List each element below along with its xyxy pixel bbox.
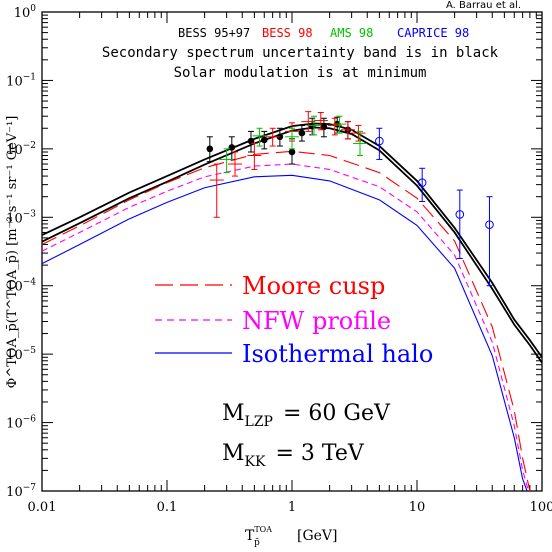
dataset-label-bess-9597: BESS 95+97: [178, 26, 250, 40]
legend-label-isothermal: Isothermal halo: [242, 340, 433, 368]
point-bess-95-97: [206, 136, 214, 163]
point-bess-95-97: [247, 130, 255, 153]
point-bess-98: [247, 142, 262, 170]
legend-label-moore: Moore cusp: [242, 272, 385, 300]
point-bess-98: [313, 111, 328, 131]
svg-text:MLZP= 60 GeV: MLZP = 60 GeV: [222, 401, 391, 430]
x-tick-label: 1: [288, 500, 296, 515]
y-tick-label: 10−2: [6, 141, 36, 158]
curve-secondary-band-1: [41, 126, 543, 364]
point-bess-98: [265, 127, 280, 147]
point-bess-95-97: [298, 124, 306, 142]
author-credit: A. Barrau et al.: [446, 0, 522, 11]
point-ams-98: [332, 115, 347, 134]
point-bess-95-97: [228, 136, 236, 160]
svg-text:[GeV]: [GeV]: [297, 528, 338, 544]
svg-text:MKK= 3 TeV: MKK = 3 TeV: [222, 441, 365, 470]
y-tick-label: 10−6: [6, 415, 36, 432]
point-caprice-98: [455, 189, 465, 259]
svg-text:p̄: p̄: [254, 538, 260, 548]
point-bess-95-97: [320, 117, 328, 138]
point-bess-98: [301, 111, 316, 132]
svg-text:TTOA: TTOA: [245, 525, 272, 544]
curve-nfw-profile: [41, 163, 530, 492]
y-tick-label: 10−4: [6, 278, 36, 295]
point-caprice-98: [485, 196, 494, 287]
y-tick-label: 10−7: [6, 483, 36, 500]
y-tick-label: 10−3: [6, 209, 36, 226]
dataset-label-caprice-98: CAPRICE 98: [397, 26, 469, 40]
point-caprice-98: [417, 167, 427, 203]
curve-isothermal-halo: [41, 174, 528, 492]
point-bess-95-97: [276, 127, 284, 147]
point-caprice-98: [375, 127, 384, 160]
y-axis-label: Φ^TOA_p̄(T^TOA_p̄) [m⁻² s⁻¹ sr⁻¹ GeV⁻¹]: [5, 116, 20, 389]
x-tick-label: 100: [530, 500, 552, 515]
point-bess-95-97: [260, 130, 268, 150]
point-bess-98: [209, 163, 224, 218]
point-bess-98: [228, 151, 243, 177]
mkk-annotation: MKK = 3 TeV: [222, 441, 365, 470]
data-points: [206, 111, 494, 287]
y-tick-label: 10−5: [6, 346, 36, 363]
point-ams-98: [307, 115, 322, 136]
header-line-2: Solar modulation is at minimum: [174, 65, 427, 81]
dataset-label-bess-98: BESS 98: [262, 26, 313, 40]
dataset-label-ams-98: AMS 98: [330, 26, 373, 40]
header-line-1: Secondary spectrum uncertainty band is i…: [102, 45, 499, 61]
x-tick-label: 0.01: [28, 500, 57, 515]
curve-secondary-band-0: [41, 122, 543, 358]
point-ams-98: [353, 130, 368, 156]
point-ams-98: [252, 127, 267, 147]
axis-ticks: 0.01 0.1 1 10 100 100 10−1 10−2 10−3 10−4 10−5 10−6…: [6, 4, 552, 515]
x-axis-label: TTOA p̄ [GeV]: [245, 525, 338, 548]
y-tick-label: 10−1: [6, 72, 36, 89]
x-tick-label: 10: [409, 500, 426, 515]
x-tick-label: 0.1: [157, 500, 178, 515]
point-ams-98: [219, 148, 234, 174]
legend-label-nfw: NFW profile: [242, 307, 391, 335]
point-bess-98: [340, 121, 355, 140]
mlzp-annotation: MLZP = 60 GeV: [222, 401, 391, 430]
y-tick-label: 100: [14, 4, 37, 21]
model-curves: [41, 122, 543, 492]
curve-moore-cusp: [41, 150, 531, 492]
point-bess-98: [351, 124, 366, 142]
point-ams-98: [285, 127, 299, 150]
